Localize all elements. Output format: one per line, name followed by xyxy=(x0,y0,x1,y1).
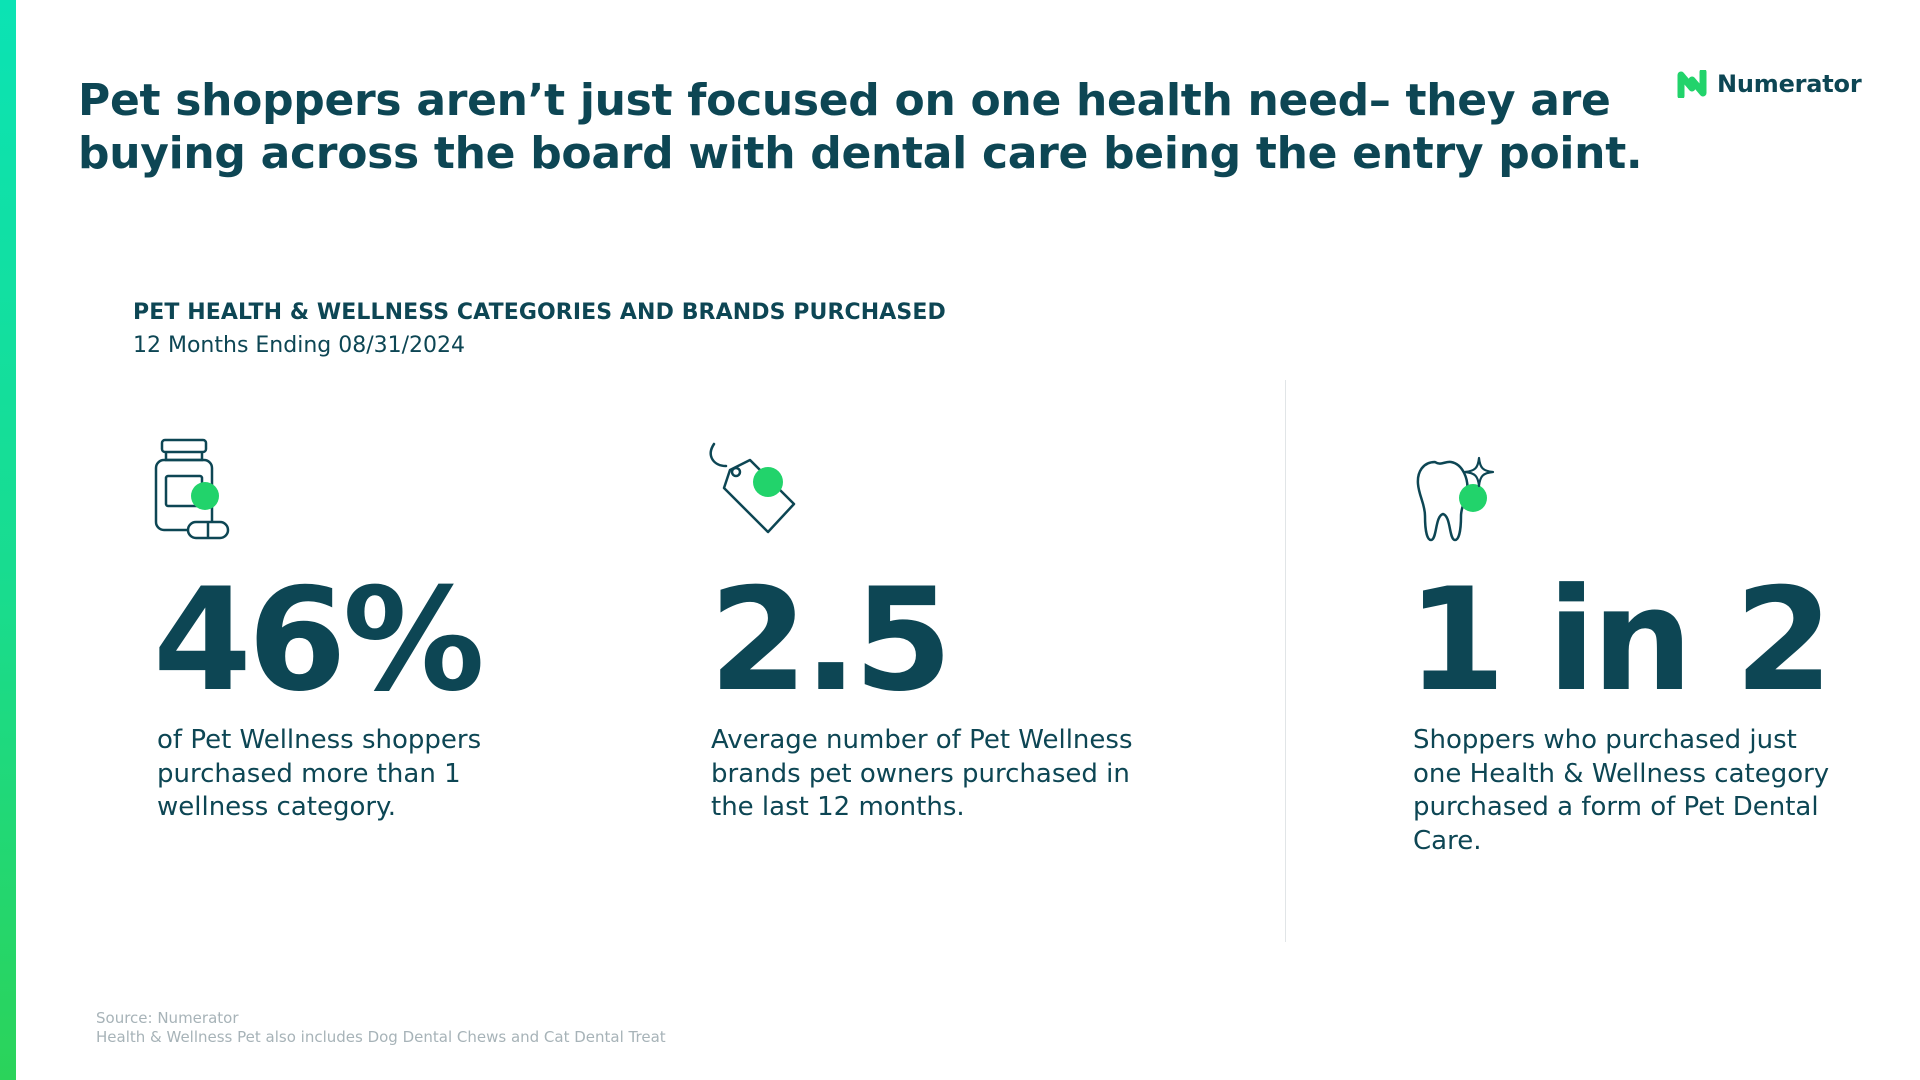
medicine-bottle-icon xyxy=(154,438,230,540)
numerator-logo-icon xyxy=(1677,70,1707,98)
section-title: PET HEALTH & WELLNESS CATEGORIES AND BRA… xyxy=(133,300,946,325)
stat-value-3: 1 in 2 xyxy=(1407,558,1833,723)
numerator-logo: Numerator xyxy=(1677,68,1862,100)
section-subtitle: 12 Months Ending 08/31/2024 xyxy=(133,333,466,358)
stat-description-2: Average number of Pet Wellness brands pe… xyxy=(711,725,1133,822)
headline-line-1: Pet shoppers aren’t just focused on one … xyxy=(78,75,1611,126)
headline: Pet shoppers aren’t just focused on one … xyxy=(78,74,1643,180)
accent-bar xyxy=(0,0,16,1080)
stat-description-1: of Pet Wellness shoppers purchased more … xyxy=(157,725,482,822)
stat-description-3: Shoppers who purchased just one Health &… xyxy=(1413,725,1830,856)
stat-value-1: 46% xyxy=(153,558,485,723)
price-tag-icon xyxy=(709,442,796,534)
category-note: Health & Wellness Pet also includes Dog … xyxy=(96,1028,666,1046)
stat-value-2: 2.5 xyxy=(709,558,953,723)
footnotes: Source: Numerator Health & Wellness Pet … xyxy=(96,1009,666,1047)
column-divider xyxy=(1285,380,1286,942)
tooth-sparkle-icon xyxy=(1416,456,1495,542)
source-note: Source: Numerator xyxy=(96,1009,239,1027)
logo-text: Numerator xyxy=(1717,70,1862,98)
headline-line-2: buying across the board with dental care… xyxy=(78,128,1643,179)
